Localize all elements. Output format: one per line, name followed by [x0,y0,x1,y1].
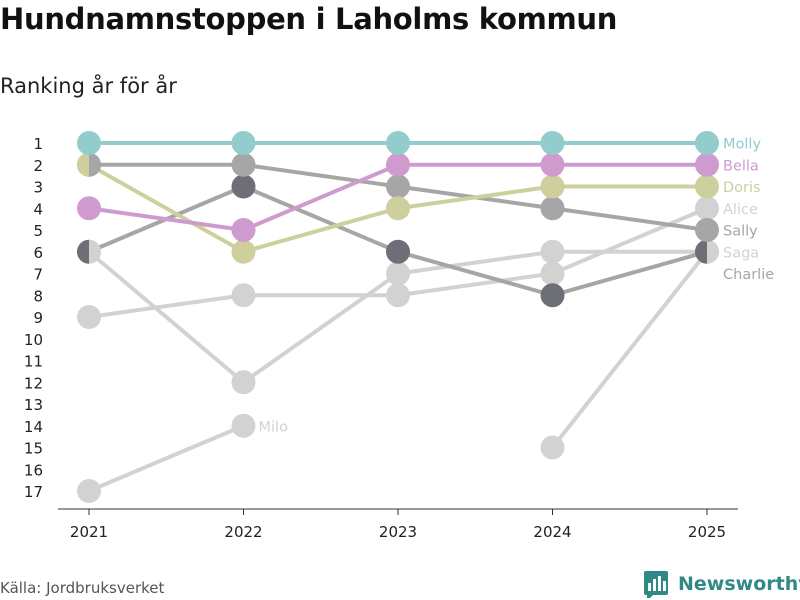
data-point [386,261,410,286]
x-tick-label: 2023 [379,523,417,541]
series-line-segment [396,184,555,211]
x-tick-label: 2021 [70,523,108,541]
series-lines [87,141,709,493]
x-tick-label: 2024 [533,523,571,541]
y-tick-label: 5 [33,222,43,240]
y-tick-label: 9 [33,309,43,327]
data-point [386,174,410,199]
y-tick-label: 7 [33,266,43,284]
data-point [386,152,410,177]
data-point [695,239,707,264]
x-tick-label: 2022 [224,523,262,541]
data-point [89,239,101,264]
series-end-label: Saga [723,245,759,261]
data-point [695,174,719,199]
data-point [386,283,410,308]
y-tick-label: 14 [24,418,43,436]
data-point [231,174,256,199]
data-point [540,239,565,264]
series-line-segment [87,206,246,232]
data-point [231,152,256,177]
series-line-segment [550,206,709,232]
series-line-segment [550,206,709,276]
series-segment-label: Milo [259,419,289,435]
data-point [89,152,101,177]
series-end-label: Bella [723,158,759,174]
data-point [695,131,719,155]
data-point [695,196,719,221]
y-tick-label: 2 [33,157,43,175]
y-tick-label: 3 [33,179,43,197]
data-point [77,305,101,329]
data-point [386,196,410,221]
y-tick-label: 4 [33,200,43,218]
series-line-segment [87,423,246,493]
series-line-segment [241,271,400,385]
series-line-segment [550,249,709,450]
series-line-segment [550,249,709,298]
y-tick-label: 1 [33,135,43,153]
series-points [77,131,719,503]
data-point [77,131,101,155]
series-line-segment [87,293,246,319]
series-line-segment [87,249,246,385]
y-tick-label: 11 [24,353,43,371]
series-labels: Molly Bella Doris Alice Sally Saga Charlie Milo [259,137,775,436]
source-note: Källa: Jordbruksverket [0,579,165,597]
x-axis: 2021 2022 2023 2024 2025 [58,508,738,541]
series-end-label: Charlie [723,267,774,283]
data-point [540,152,565,177]
data-point [540,131,565,155]
chart-title: Hundnamnstoppen i Laholms kommun [0,2,618,36]
series-end-label: Sally [723,224,758,240]
data-point [231,413,256,438]
data-point [540,261,565,286]
series-line-segment [396,249,555,276]
series-line-segment [87,162,246,254]
series-line-segment [241,206,400,254]
data-point [695,152,719,177]
data-point [77,196,101,221]
y-tick-label: 8 [33,287,43,305]
series-line-segment [241,162,400,232]
brand-logo[interactable]: Newsworthy [644,569,800,599]
data-point [77,152,89,177]
y-tick-label: 17 [24,483,43,501]
brand-name: Newsworthy [678,573,800,595]
data-point [540,174,565,199]
data-point [231,283,256,308]
series-line-segment [396,271,555,298]
y-tick-label: 12 [24,374,43,392]
y-tick-label: 16 [24,461,43,479]
newsworthy-logo-icon [644,571,668,598]
y-tick-label: 15 [24,440,43,458]
series-end-label: Alice [723,202,758,218]
data-point [386,131,410,155]
x-tick-label: 2025 [688,523,726,541]
series-end-label: Molly [723,137,761,153]
data-point [540,283,565,308]
data-point [695,218,719,242]
data-point [386,239,410,264]
data-point [231,131,256,155]
y-tick-label: 10 [24,331,43,349]
series-line-segment [241,184,400,254]
data-point [540,196,565,221]
data-point [231,239,256,264]
y-tick-label: 13 [24,396,43,414]
series-line-segment [396,249,555,298]
data-point [77,479,101,503]
series-line-segment [241,162,400,189]
data-point [707,239,719,264]
data-point [231,218,256,242]
chart-subtitle: Ranking år för år [0,74,177,98]
y-tick-label: 6 [33,244,43,262]
data-point [540,435,565,460]
data-point [231,370,256,395]
series-end-label: Doris [723,180,761,196]
data-point [77,239,89,264]
